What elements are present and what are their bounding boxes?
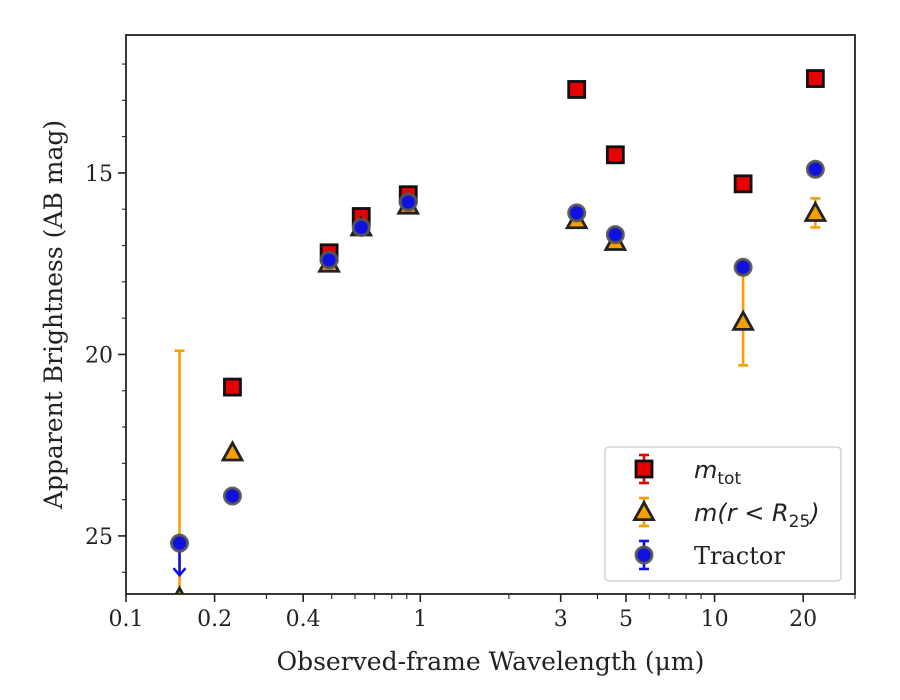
y-tick-label: 20: [85, 343, 113, 368]
y-tick-label: 25: [85, 525, 113, 550]
x-tick-label: 0.1: [109, 607, 144, 632]
legend-triangle-marker: [632, 499, 656, 521]
circle-marker: [398, 192, 418, 212]
legend: mtot m(r < R25) Tractor: [604, 446, 842, 582]
x-tick-label: 3: [554, 607, 568, 632]
circle-marker: [319, 250, 339, 270]
circle-marker: [351, 217, 371, 237]
x-tick-label: 1: [413, 607, 427, 632]
circle-marker: [733, 257, 753, 277]
circle-marker: [170, 533, 190, 553]
axes: 0.1 0.2 0.4 1 3 5 10 20 15 20 25: [85, 34, 856, 632]
circle-marker: [222, 486, 242, 506]
y-tick-label: 15: [85, 162, 113, 187]
data-markers: [170, 69, 828, 594]
triangle-marker: [731, 309, 755, 331]
legend-square-marker: [634, 459, 654, 479]
x-tick-label: 0.2: [197, 607, 232, 632]
square-marker: [733, 174, 753, 194]
square-marker: [605, 145, 625, 165]
circle-marker: [567, 203, 587, 223]
x-axis-label: Observed-frame Wavelength (μm): [277, 647, 705, 676]
x-tick-label: 5: [619, 607, 633, 632]
plot-frame: [125, 34, 856, 595]
x-tick-label: 0.4: [286, 607, 321, 632]
x-tick-label: 10: [701, 607, 729, 632]
legend-box: [604, 446, 842, 582]
square-marker: [805, 69, 825, 88]
square-marker: [223, 377, 242, 397]
legend-label: m(r < R25): [694, 499, 820, 532]
square-marker: [567, 80, 587, 99]
legend-circle-marker: [634, 545, 654, 565]
legend-label: Tractor: [694, 542, 785, 570]
triangle-marker: [174, 585, 185, 594]
circle-marker: [605, 225, 625, 245]
x-tick-label: 20: [789, 607, 817, 632]
circle-marker: [805, 159, 825, 179]
triangle-marker: [803, 200, 828, 222]
y-axis-label: Apparent Brightness (AB mag): [39, 120, 68, 510]
legend-label: mtot: [694, 456, 741, 489]
upper-limit-arrowhead: [172, 567, 187, 578]
triangle-marker: [220, 440, 245, 462]
